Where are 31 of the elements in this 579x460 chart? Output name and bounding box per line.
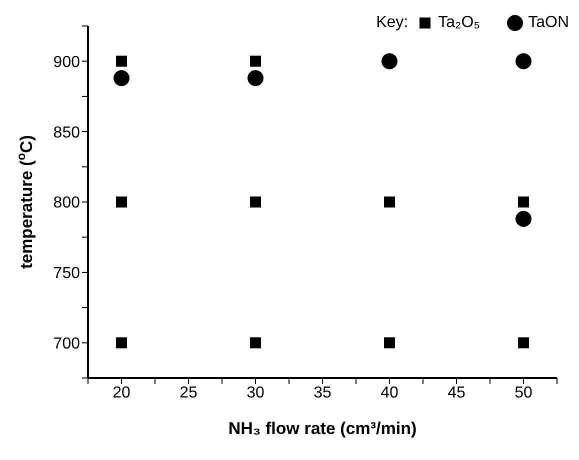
x-tick-label: 40 [380,384,398,402]
point [250,337,261,348]
x-tick-label: 45 [448,384,466,402]
point [516,53,532,70]
point [518,337,529,348]
point [518,196,529,208]
legend-label: TaON [528,14,569,32]
point [116,56,127,67]
x-tick-label: 30 [246,384,264,402]
point [250,196,261,208]
x-tick-label: 35 [314,384,332,402]
x-axis-title: NH₃ flow rate (cm³/min) [228,419,417,438]
y-tick-label: 700 [53,335,80,352]
point [116,196,127,208]
x-tick-label: 50 [514,384,532,402]
point [384,337,395,348]
y-tick-label: 750 [53,265,80,282]
x-tick-label: 25 [180,384,198,402]
legend-title: Key: [376,14,408,32]
point [516,210,532,227]
point [116,337,127,348]
point [248,70,264,86]
point [250,56,261,67]
y-tick-label: 900 [53,54,80,71]
point [384,196,395,208]
x-tick-label: 20 [112,384,130,402]
point [382,53,398,70]
y-tick-label: 850 [53,124,80,142]
legend-label: Ta₂O₅ [438,14,480,32]
y-tick-label: 800 [53,194,80,212]
point [114,70,130,86]
